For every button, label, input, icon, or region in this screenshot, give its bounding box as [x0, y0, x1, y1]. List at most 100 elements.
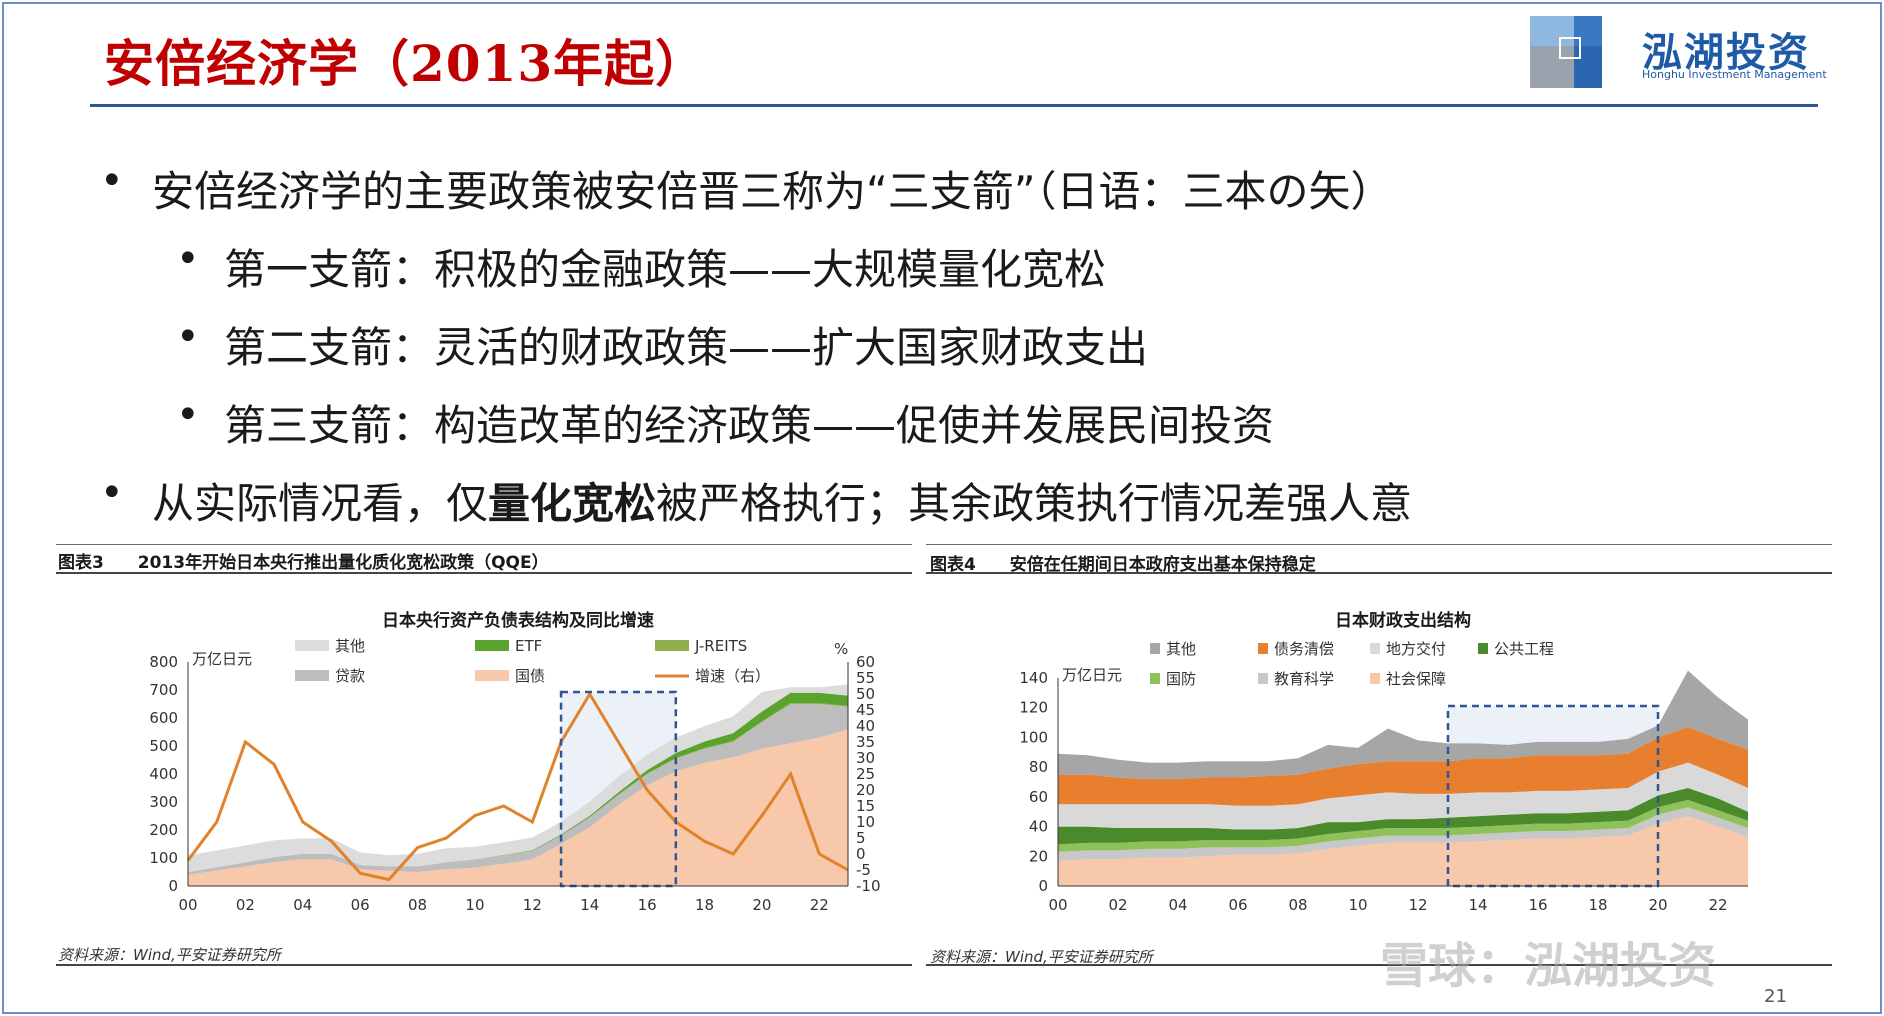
x-tick-label: 10 [465, 896, 484, 914]
x-tick-label: 08 [1288, 896, 1307, 914]
legend-swatch [655, 640, 689, 651]
area-series-其他 [188, 684, 848, 872]
y2-tick-label: 45 [856, 701, 875, 719]
figure-4-footer-rule [926, 964, 1832, 966]
y-tick-label: 0 [168, 877, 178, 895]
x-tick-label: 08 [408, 896, 427, 914]
x-tick-label: 02 [1108, 896, 1127, 914]
x-tick-label: 20 [1648, 896, 1667, 914]
area-series-教育科学 [1058, 807, 1748, 861]
y2-tick-label: 20 [856, 781, 875, 799]
legend-swatch [475, 670, 509, 681]
legend-swatch [295, 670, 329, 681]
legend-item: 社会保障 [1370, 670, 1446, 688]
y2-tick-label: -10 [856, 877, 881, 895]
logo-subtitle: Honghu Investment Management [1642, 68, 1827, 81]
x-tick-label: 12 [1408, 896, 1427, 914]
figure-4-label: 图表4 [930, 555, 976, 575]
logo-mark-icon [1530, 16, 1602, 88]
title-underline [90, 104, 1818, 107]
legend-item: 地方交付 [1370, 640, 1446, 658]
legend-label: 国债 [515, 667, 545, 685]
boj-balance-sheet-chart: 日本央行资产负债表结构及同比增速万亿日元-10-5051015202530354… [149, 610, 881, 914]
area-series-社会保障 [1058, 816, 1748, 886]
legend-swatch [1150, 643, 1160, 654]
x-tick-label: 18 [1588, 896, 1607, 914]
y-tick-label: 500 [149, 737, 178, 755]
legend-label: 公共工程 [1494, 640, 1554, 658]
y-tick-label: 0 [1038, 877, 1048, 895]
area-series-公共工程 [1058, 787, 1748, 845]
chart-title: 日本财政支出结构 [1335, 610, 1471, 631]
legend-swatch [295, 640, 329, 651]
figure-3-caption: 2013年开始日本央行推出量化质化宽松政策（QQE） [137, 553, 549, 573]
area-series-债务清偿 [1058, 727, 1748, 806]
x-tick-label: 22 [810, 896, 829, 914]
company-logo: 泓湖投资 Honghu Investment Management [1530, 16, 1830, 88]
x-tick-label: 02 [236, 896, 255, 914]
figure-3-header: 图表3 2013年开始日本央行推出量化质化宽松政策（QQE） [58, 548, 549, 573]
y-tick-label: 120 [1019, 699, 1048, 717]
y2-tick-label: 40 [856, 717, 875, 735]
legend-swatch [1478, 643, 1488, 654]
x-tick-label: 14 [580, 896, 599, 914]
y-tick-label: 60 [1029, 788, 1048, 806]
legend-swatch [1258, 673, 1268, 684]
y-tick-label: 300 [149, 793, 178, 811]
legend-swatch [475, 640, 509, 651]
y-tick-label: 140 [1019, 669, 1048, 687]
figure-3-top-rule [56, 544, 912, 545]
legend-label: J-REITS [694, 637, 747, 655]
x-tick-label: 10 [1348, 896, 1367, 914]
legend-label: 其他 [335, 637, 365, 655]
legend-item: 贷款 [295, 667, 365, 685]
y-tick-label: 100 [1019, 728, 1048, 746]
y2-tick-label: 55 [856, 669, 875, 687]
y-tick-label: 400 [149, 765, 178, 783]
legend-swatch [1150, 673, 1160, 684]
figure-3-footer-rule [56, 964, 912, 966]
bullet-text: 安倍经济学的主要政策被安倍晋三称为“三支箭”（日语：三本の矢） [152, 167, 1393, 216]
legend-item: J-REITS [655, 637, 747, 655]
legend-item: 国债 [475, 667, 545, 685]
y2-axis-label: % [834, 640, 848, 658]
legend-label: 债务清偿 [1274, 640, 1334, 658]
legend-label: 地方交付 [1386, 640, 1446, 658]
bullet-emphasis: 量化宽松 [488, 479, 657, 528]
figure-3-label: 图表3 [58, 553, 104, 573]
figure-3-header-rule [56, 572, 912, 574]
legend-label: 增速（右） [695, 667, 770, 685]
legend-swatch [1258, 643, 1268, 654]
x-tick-label: 06 [1228, 896, 1247, 914]
bullet-dot-icon: • [176, 236, 200, 282]
y-tick-label: 40 [1029, 818, 1048, 836]
y-tick-label: 200 [149, 821, 178, 839]
y2-tick-label: 25 [856, 765, 875, 783]
watermark: 雪球：泓湖投资 [1380, 938, 1717, 994]
legend-item: ETF [475, 637, 542, 655]
x-tick-label: 16 [638, 896, 657, 914]
y2-tick-label: 50 [856, 685, 875, 703]
legend-item: 国防 [1150, 670, 1196, 688]
legend-label: ETF [515, 637, 542, 655]
x-tick-label: 04 [1168, 896, 1187, 914]
figure-3-source: 资料来源：Wind,平安证券研究所 [58, 946, 281, 964]
area-series-国防 [1058, 799, 1748, 852]
line-series-growth [186, 691, 849, 882]
y2-tick-label: 5 [856, 829, 866, 847]
y-tick-label: 80 [1029, 758, 1048, 776]
area-series-地方交付 [1058, 762, 1748, 830]
legend-label: 其他 [1166, 640, 1196, 658]
y-axis-label: 万亿日元 [192, 650, 252, 668]
figure-4-caption: 安倍在任期间日本政府支出基本保持稳定 [1009, 555, 1316, 575]
y2-tick-label: 0 [856, 845, 866, 863]
legend-label: 教育科学 [1274, 670, 1334, 688]
bullet-dot-icon: • [100, 470, 124, 516]
y2-tick-label: 15 [856, 797, 875, 815]
x-tick-label: 18 [695, 896, 714, 914]
chart-title: 日本央行资产负债表结构及同比增速 [382, 610, 654, 631]
y2-tick-label: -5 [856, 861, 871, 879]
y2-tick-label: 60 [856, 653, 875, 671]
logo-name: 泓湖投资 [1642, 30, 1810, 76]
figure-4-header: 图表4 安倍在任期间日本政府支出基本保持稳定 [930, 550, 1316, 575]
